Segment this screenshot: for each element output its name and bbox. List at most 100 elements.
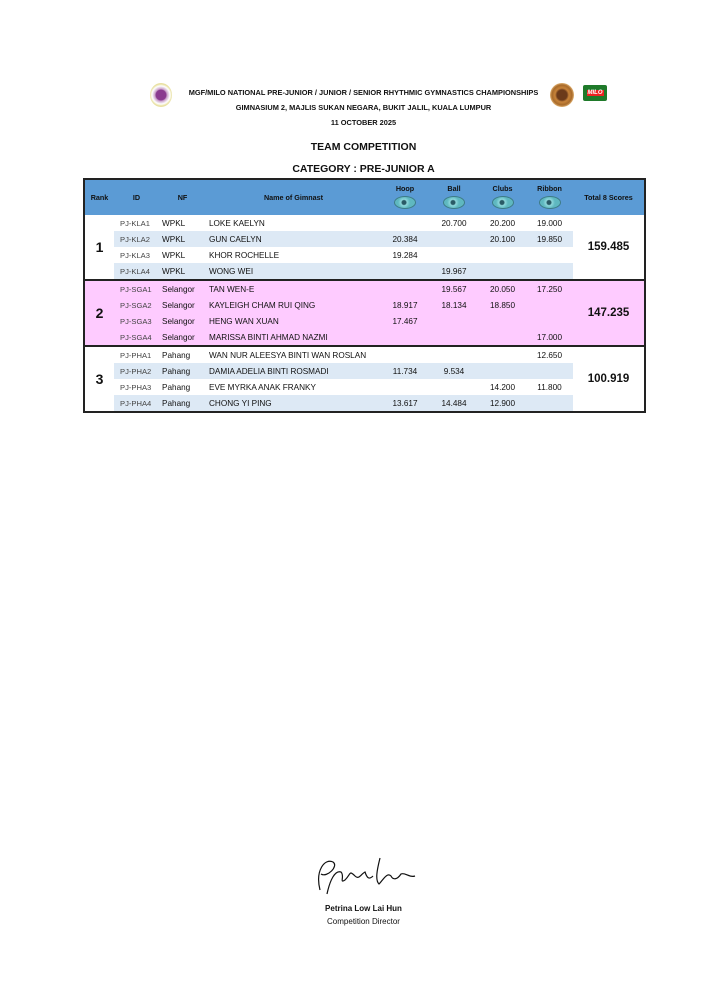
- cell-ball: 9.534: [429, 363, 479, 379]
- council-crest-logo: [550, 83, 574, 107]
- cell-nf: Pahang: [159, 363, 206, 379]
- team-rank: 2: [84, 280, 114, 346]
- cell-hoop: [381, 329, 429, 346]
- cell-clubs: 14.200: [479, 379, 526, 395]
- cell-nf: WPKL: [159, 263, 206, 280]
- event-date: 11 OCTOBER 2025: [330, 118, 397, 127]
- event-title: MGF/MILO NATIONAL PRE-JUNIOR / JUNIOR / …: [188, 88, 539, 97]
- cell-clubs: 20.050: [479, 280, 526, 297]
- table-row: PJ-PHA3 Pahang EVE MYRKA ANAK FRANKY 14.200…: [84, 379, 645, 395]
- ribbon-label: Ribbon: [537, 184, 562, 193]
- clubs-label: Clubs: [492, 184, 513, 193]
- col-total: Total 8 Scores: [573, 179, 645, 215]
- federation-logo: [150, 83, 172, 107]
- team-group: 1 PJ-KLA1 WPKL LOKE KAELYN 20.700 20.200 19.00…: [84, 215, 645, 280]
- cell-hoop: 18.917: [381, 297, 429, 313]
- cell-ribbon: [526, 363, 573, 379]
- cell-ball: 20.700: [429, 215, 479, 231]
- cell-name: KAYLEIGH CHAM RUI QING: [206, 297, 381, 313]
- signatory-role: Competition Director: [327, 917, 400, 926]
- cell-id: PJ-PHA2: [114, 363, 159, 379]
- cell-hoop: 11.734: [381, 363, 429, 379]
- cell-name: DAMIA ADELIA BINTI ROSMADI: [206, 363, 381, 379]
- cell-nf: Pahang: [159, 379, 206, 395]
- cell-clubs: [479, 346, 526, 363]
- cell-ball: 19.967: [429, 263, 479, 280]
- cell-id: PJ-PHA1: [114, 346, 159, 363]
- cell-id: PJ-KLA4: [114, 263, 159, 280]
- table-row: PJ-SGA4 Selangor MARISSA BINTI AHMAD NAZMI…: [84, 329, 645, 346]
- cell-name: HENG WAN XUAN: [206, 313, 381, 329]
- cell-hoop: [381, 215, 429, 231]
- team-total: 159.485: [573, 215, 645, 280]
- category-title: CATEGORY : PRE-JUNIOR A: [292, 163, 435, 175]
- cell-id: PJ-KLA2: [114, 231, 159, 247]
- table-row: 3 PJ-PHA1 Pahang WAN NUR ALEESYA BINTI WAN …: [84, 346, 645, 412]
- cell-hoop: [381, 263, 429, 280]
- table-row: PJ-KLA3 WPKL KHOR ROCHELLE 19.284: [84, 247, 645, 263]
- cell-hoop: [381, 280, 429, 297]
- cell-clubs: 20.200: [479, 215, 526, 231]
- hoop-icon: [394, 196, 416, 209]
- cell-nf: WPKL: [159, 231, 206, 247]
- cell-id: PJ-PHA3: [114, 379, 159, 395]
- col-clubs: Clubs: [479, 179, 526, 215]
- table-row: 1 PJ-KLA1 WPKL LOKE KAELYN 20.700 20.200 19.00…: [84, 215, 645, 280]
- cell-clubs: [479, 329, 526, 346]
- cell-ribbon: 11.800: [526, 379, 573, 395]
- cell-name: KHOR ROCHELLE: [206, 247, 381, 263]
- ball-label: Ball: [447, 184, 461, 193]
- cell-id: PJ-SGA2: [114, 297, 159, 313]
- cell-ball: [429, 346, 479, 363]
- col-rank: Rank: [84, 179, 114, 215]
- cell-clubs: [479, 247, 526, 263]
- table-row: PJ-SGA2 Selangor KAYLEIGH CHAM RUI QING 18.…: [84, 297, 645, 313]
- ribbon-icon: [538, 196, 561, 209]
- cell-clubs: 20.100: [479, 231, 526, 247]
- table-row: PJ-SGA3 Selangor HENG WAN XUAN 17.467: [84, 313, 645, 329]
- cell-ball: 19.567: [429, 280, 479, 297]
- cell-id: PJ-SGA3: [114, 313, 159, 329]
- cell-hoop: [381, 346, 429, 363]
- cell-ribbon: 19.850: [526, 231, 573, 247]
- cell-ribbon: [526, 247, 573, 263]
- cell-id: PJ-KLA3: [114, 247, 159, 263]
- cell-nf: Pahang: [159, 395, 206, 412]
- milo-logo: MILO: [583, 85, 607, 101]
- cell-nf: Selangor: [159, 280, 206, 297]
- cell-clubs: 12.900: [479, 395, 526, 412]
- team-group: 3 PJ-PHA1 Pahang WAN NUR ALEESYA BINTI WAN …: [84, 346, 645, 412]
- cell-ribbon: 17.250: [526, 280, 573, 297]
- table-row: 2 PJ-SGA1 Selangor TAN WEN-E 19.567 20.050 17.…: [84, 280, 645, 346]
- cell-nf: Selangor: [159, 297, 206, 313]
- table-row: PJ-KLA4 WPKL WONG WEI 19.967: [84, 263, 645, 280]
- cell-name: GUN CAELYN: [206, 231, 381, 247]
- signature: [305, 850, 420, 905]
- cell-clubs: [479, 363, 526, 379]
- cell-ribbon: [526, 313, 573, 329]
- col-nf: NF: [159, 179, 206, 215]
- col-name: Name of Gimnast: [206, 179, 381, 215]
- cell-clubs: 18.850: [479, 297, 526, 313]
- cell-ribbon: [526, 263, 573, 280]
- cell-name: MARISSA BINTI AHMAD NAZMI: [206, 329, 381, 346]
- team-group: 2 PJ-SGA1 Selangor TAN WEN-E 19.567 20.050 17.…: [84, 280, 645, 346]
- cell-ribbon: 12.650: [526, 346, 573, 363]
- team-rank: 3: [84, 346, 114, 412]
- table-row: PJ-PHA2 Pahang DAMIA ADELIA BINTI ROSMADI 1…: [84, 363, 645, 379]
- cell-nf: Selangor: [159, 313, 206, 329]
- cell-hoop: 13.617: [381, 395, 429, 412]
- clubs-icon: [491, 196, 514, 209]
- cell-hoop: [381, 379, 429, 395]
- cell-id: PJ-SGA1: [114, 280, 159, 297]
- table-row: PJ-KLA2 WPKL GUN CAELYN 20.384 20.100 19.850: [84, 231, 645, 247]
- cell-nf: Pahang: [159, 346, 206, 363]
- col-hoop: Hoop: [381, 179, 429, 215]
- cell-name: CHONG YI PING: [206, 395, 381, 412]
- team-total: 147.235: [573, 280, 645, 346]
- cell-clubs: [479, 313, 526, 329]
- team-rank: 1: [84, 215, 114, 280]
- cell-nf: WPKL: [159, 215, 206, 231]
- col-id: ID: [114, 179, 159, 215]
- table-row: PJ-PHA4 Pahang CHONG YI PING 13.617 14.484 12…: [84, 395, 645, 412]
